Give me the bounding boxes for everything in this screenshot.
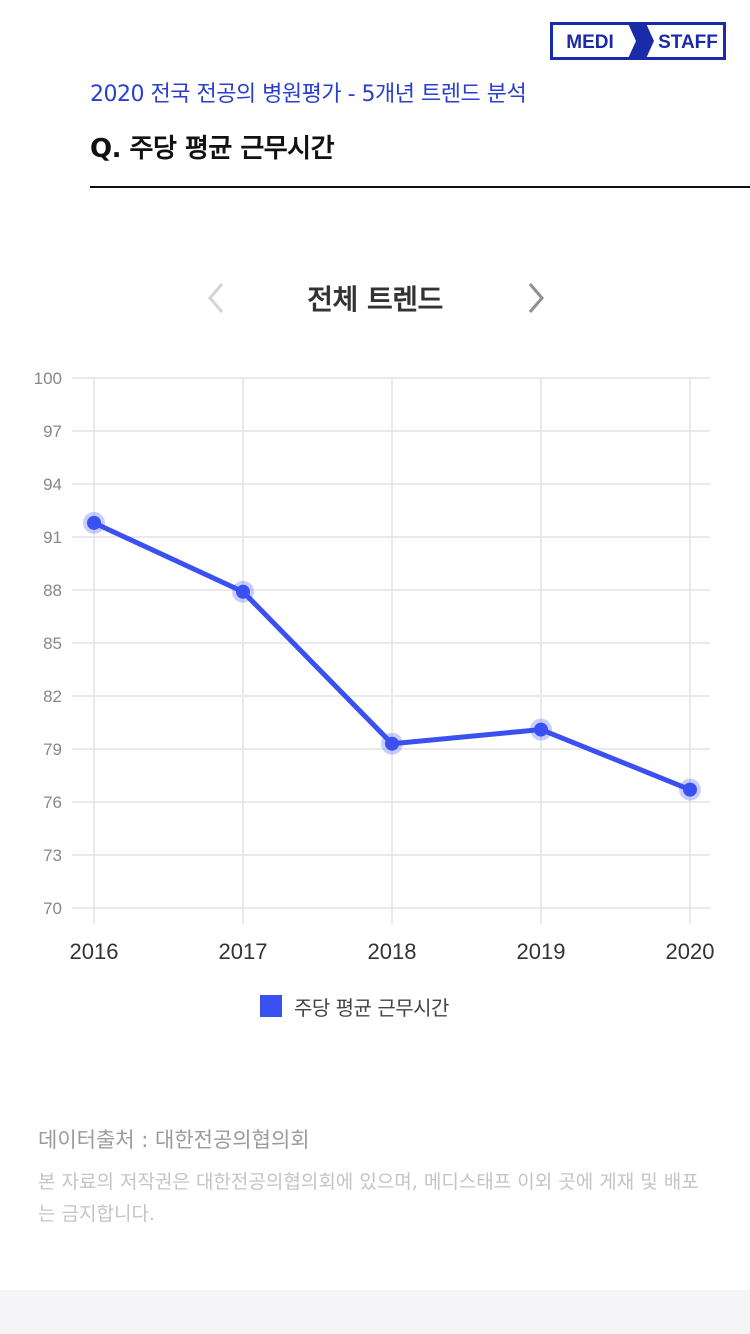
chevron-right-icon	[528, 283, 544, 313]
x-tick-label: 2020	[666, 939, 715, 964]
report-subtitle: 2020 전국 전공의 병원평가 - 5개년 트렌드 분석	[90, 82, 527, 107]
copyright-notice: 본 자료의 저작권은 대한전공의협의회에 있으며, 메디스태프 이외 곳에 게재…	[38, 1171, 699, 1225]
logo-left-text: MEDI	[566, 32, 614, 53]
chevron-left-icon	[208, 283, 224, 313]
line-chart: 100 97 94 91 88 85 82 79 76 73 70 2016 2017 2018 2019 2…	[34, 369, 715, 964]
header-divider	[90, 186, 750, 188]
data-source: 데이터출처 : 대한전공의협의회	[38, 1128, 310, 1152]
y-tick-label: 94	[43, 475, 62, 494]
y-tick-label: 76	[43, 793, 62, 812]
x-tick-label: 2017	[219, 939, 268, 964]
data-point	[534, 722, 548, 737]
y-tick-label: 85	[43, 634, 62, 653]
y-tick-label: 88	[43, 581, 62, 600]
legend-label: 주당 평균 근무시간	[294, 995, 449, 1020]
legend-swatch	[260, 995, 282, 1017]
footer-band	[0, 1290, 750, 1334]
x-tick-label: 2018	[368, 939, 417, 964]
x-tick-label: 2019	[517, 939, 566, 964]
y-tick-label: 97	[43, 422, 62, 441]
data-point	[87, 515, 101, 530]
next-chart-button[interactable]	[522, 280, 552, 316]
medistaff-logo: MEDI STAFF	[550, 22, 726, 60]
y-tick-label: 73	[43, 846, 62, 865]
chart-title: 전체 트렌드	[307, 283, 443, 316]
y-tick-label: 79	[43, 740, 62, 759]
data-point	[236, 584, 250, 599]
y-tick-label: 91	[43, 528, 62, 547]
y-tick-label: 70	[43, 899, 62, 918]
x-tick-label: 2016	[70, 939, 119, 964]
prev-chart-button[interactable]	[202, 280, 232, 316]
chart-legend: 주당 평균 근무시간	[260, 993, 449, 1020]
question-title: Q. 주당 평균 근무시간	[90, 134, 335, 164]
logo-right-text: STAFF	[658, 32, 718, 53]
data-point	[385, 736, 399, 751]
y-tick-label: 100	[34, 369, 62, 388]
y-tick-label: 82	[43, 687, 62, 706]
data-point	[683, 782, 697, 797]
